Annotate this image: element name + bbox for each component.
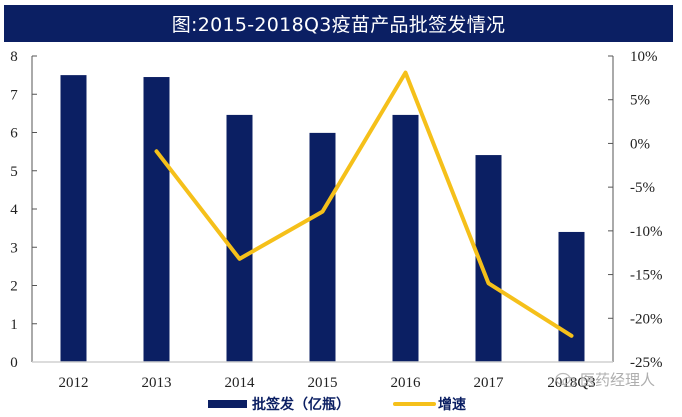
right-tick-label: -10% (630, 224, 663, 240)
left-tick-label: 6 (10, 126, 18, 142)
left-tick-label: 8 (10, 49, 18, 65)
chart-title: 图:2015-2018Q3疫苗产品批签发情况 (171, 14, 506, 36)
right-tick-label: 0% (630, 136, 650, 152)
left-tick-label: 5 (10, 164, 18, 180)
legend: 批签发（亿瓶） 增速 (208, 396, 466, 413)
left-tick-label: 3 (10, 240, 18, 256)
x-tick-label: 2013 (142, 375, 172, 391)
line-series (154, 70, 574, 338)
left-tick-label: 4 (10, 202, 18, 218)
bar-2014 (226, 114, 253, 362)
watermark: 医药经理人 (555, 369, 655, 390)
bar-2015 (309, 132, 336, 362)
x-tick-label: 2016 (391, 375, 422, 391)
left-tick-label: 7 (10, 87, 18, 103)
right-tick-label: -20% (630, 311, 663, 327)
right-axis: 10% 5% 0% -5% -10% -15% -20% -25% (608, 49, 663, 371)
wechat-icon (555, 372, 577, 388)
x-tick-label: 2017 (474, 375, 505, 391)
right-tick-label: -25% (630, 355, 663, 371)
x-tick-label: 2015 (308, 375, 338, 391)
right-tick-label: 10% (630, 49, 658, 65)
right-tick-label: -5% (630, 180, 655, 196)
legend-bar-swatch (208, 400, 247, 408)
bar-2016 (392, 114, 419, 362)
bar-2012 (60, 75, 87, 362)
left-tick-label: 2 (10, 279, 18, 295)
right-tick-label: -15% (630, 268, 663, 284)
x-tick-label: 2012 (59, 375, 89, 391)
x-tick-label: 2018Q3 (547, 375, 595, 391)
bar-series (60, 75, 585, 362)
x-axis-labels: 2012 2013 2014 2015 2016 2017 2018Q3 (59, 375, 596, 391)
left-tick-label: 0 (10, 355, 18, 371)
right-tick-label: 5% (630, 93, 650, 109)
left-axis: 0 1 2 3 4 5 6 7 8 (10, 49, 37, 371)
x-tick-label: 2014 (225, 375, 256, 391)
watermark-text: 医药经理人 (580, 371, 656, 389)
growth-line (154, 70, 574, 338)
bar-2018Q3 (558, 231, 585, 362)
legend-label-bar: 批签发（亿瓶） (252, 396, 350, 413)
legend-label-line: 增速 (438, 396, 466, 413)
bar-2013 (143, 77, 170, 362)
left-tick-label: 1 (10, 317, 18, 333)
chart-title-banner: 图:2015-2018Q3疫苗产品批签发情况 (4, 5, 673, 42)
